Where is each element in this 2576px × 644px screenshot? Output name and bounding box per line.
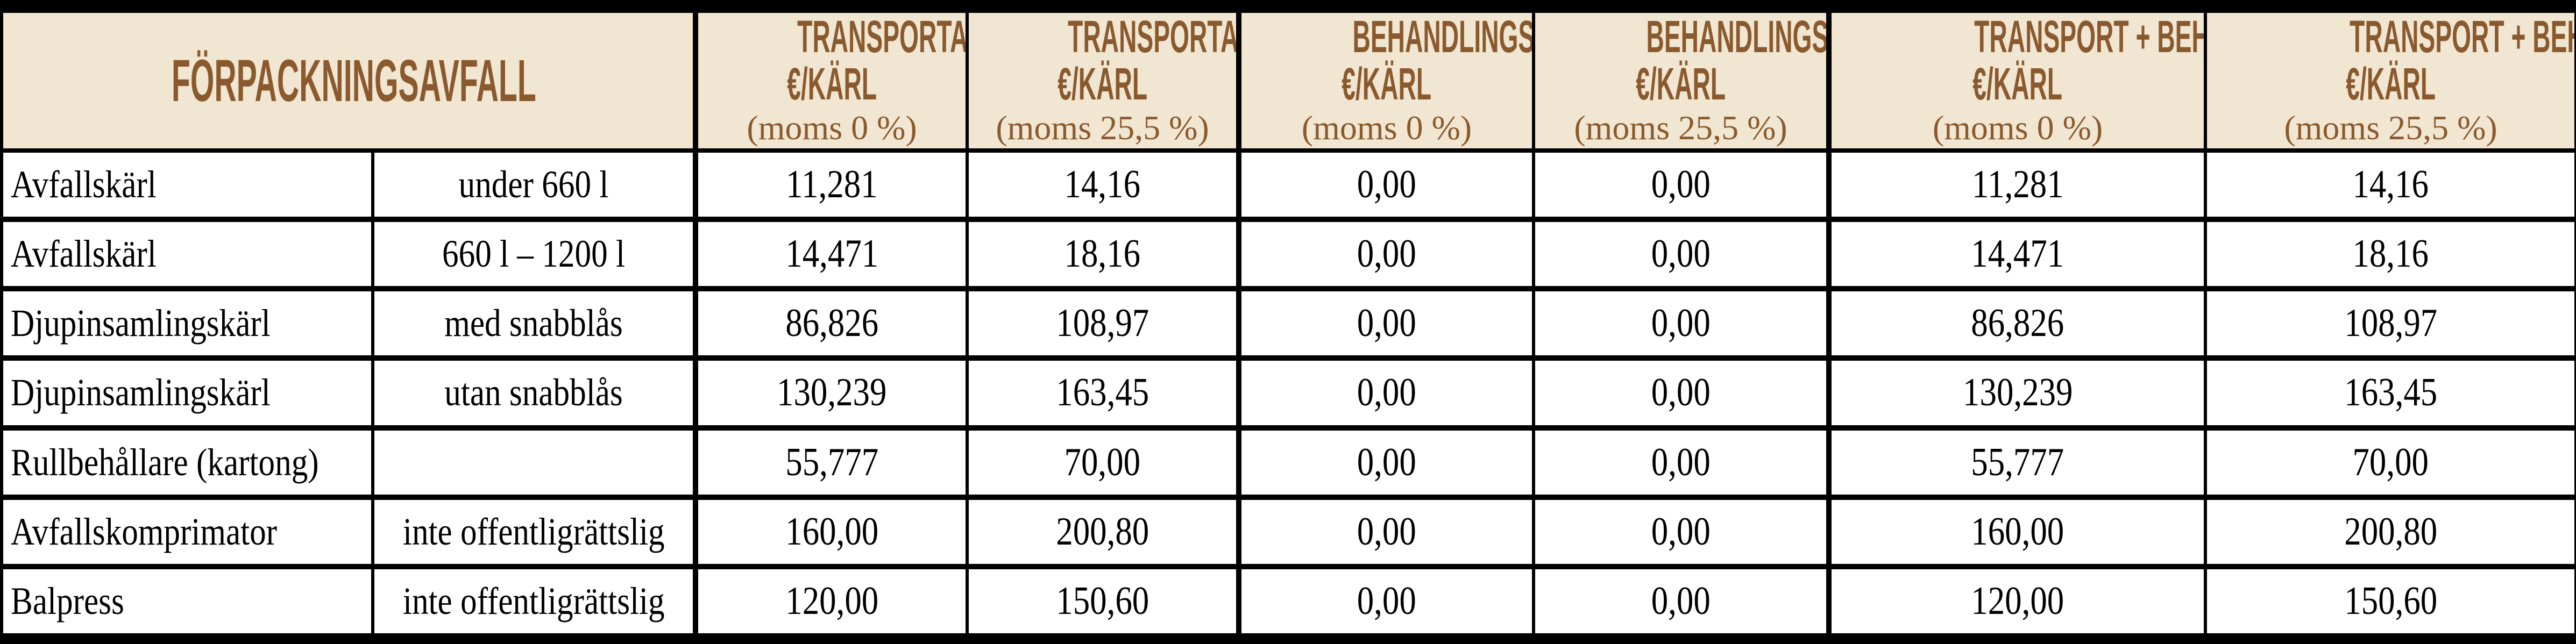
value-cell: 0,00	[1236, 358, 1534, 431]
header-fee-type: BEHANDLINGSAVGIFT	[1352, 11, 1534, 62]
column-header-treatment-0: BEHANDLINGSAVGIFT €/KÄRL (moms 0 %)	[1236, 6, 1534, 153]
row-name-cell: Avfallskärl	[0, 219, 373, 292]
value-cell: 86,826	[1826, 289, 2206, 361]
row-name-cell: Balpress	[0, 566, 373, 642]
value-cell: 14,471	[693, 219, 968, 292]
header-unit: €/KÄRL	[1058, 59, 1147, 109]
header-vat: (moms 25,5 %)	[996, 109, 1209, 147]
value-cell: 0,00	[1236, 151, 1534, 223]
row-spec-cell: utan snabblås	[371, 358, 696, 431]
value-cell: 0,00	[1236, 289, 1534, 361]
row-name-cell: Rullbehållare (kartong)	[0, 427, 373, 500]
column-header-total-0: TRANSPORT + BEHANDLING €/KÄRL (moms 0 %)	[1826, 6, 2206, 153]
table-row: Avfallskärl under 660 l 11,281 14,16 0,0…	[0, 151, 2576, 223]
value-cell: 0,00	[1532, 497, 1829, 569]
value-cell: 200,80	[2204, 497, 2576, 569]
table-row: Rullbehållare (kartong) 55,777 70,00 0,0…	[0, 427, 2576, 500]
header-unit: €/KÄRL	[787, 59, 877, 109]
value-cell: 120,00	[693, 566, 968, 642]
value-cell: 0,00	[1532, 566, 1829, 642]
table-row: Balpress inte offentligrättslig 120,00 1…	[0, 566, 2576, 642]
value-cell: 163,45	[2204, 358, 2576, 431]
value-cell: 86,826	[693, 289, 968, 361]
column-header-transport-0: TRANSPORTAVGIFT €/KÄRL (moms 0 %)	[693, 6, 968, 153]
column-header-treatment-255: BEHANDLINGSAVGIFT €/KÄRL (moms 25,5 %)	[1532, 6, 1829, 153]
value-cell: 55,777	[1826, 427, 2206, 500]
value-cell: 18,16	[2204, 219, 2576, 292]
value-cell: 14,471	[1826, 219, 2206, 292]
value-cell: 0,00	[1532, 358, 1829, 431]
table-title: FÖRPACKNINGSAVFALL	[171, 47, 536, 114]
header-unit: €/KÄRL	[1972, 59, 2063, 109]
header-fee-type: BEHANDLINGSAVGIFT	[1646, 11, 1829, 62]
row-spec-cell: inte offentligrättslig	[371, 497, 696, 569]
value-cell: 120,00	[1826, 566, 2206, 642]
table-row: Avfallskärl 660 l – 1200 l 14,471 18,16 …	[0, 219, 2576, 292]
value-cell: 130,239	[693, 358, 968, 431]
row-name-cell: Djupinsamlingskärl	[0, 358, 373, 431]
value-cell: 150,60	[2204, 566, 2576, 642]
value-cell: 11,281	[693, 151, 968, 223]
column-header-total-255: TRANSPORT + BEHANDLING €/KÄRL (moms 25,5…	[2204, 6, 2576, 153]
value-cell: 70,00	[2204, 427, 2576, 500]
header-fee-type: TRANSPORT + BEHANDLING	[1974, 11, 2205, 62]
value-cell: 55,777	[693, 427, 968, 500]
header-unit: €/KÄRL	[1636, 59, 1726, 109]
header-unit: €/KÄRL	[2346, 59, 2436, 109]
value-cell: 0,00	[1532, 151, 1829, 223]
row-spec-cell: med snabblås	[371, 289, 696, 361]
value-cell: 130,239	[1826, 358, 2206, 431]
value-cell: 0,00	[1236, 497, 1534, 569]
value-cell: 0,00	[1236, 219, 1534, 292]
value-cell: 70,00	[966, 427, 1239, 500]
table-row: Avfallskomprimator inte offentligrättsli…	[0, 497, 2576, 569]
value-cell: 108,97	[2204, 289, 2576, 361]
row-name-cell: Avfallskomprimator	[0, 497, 373, 569]
header-vat: (moms 0 %)	[1301, 109, 1472, 147]
header-vat: (moms 0 %)	[747, 109, 917, 147]
header-fee-type: TRANSPORTAVGIFT	[797, 11, 967, 62]
table-row: Djupinsamlingskärl utan snabblås 130,239…	[0, 358, 2576, 431]
value-cell: 200,80	[966, 497, 1239, 569]
header-vat: (moms 25,5 %)	[2284, 109, 2497, 147]
value-cell: 18,16	[966, 219, 1239, 292]
value-cell: 11,281	[1826, 151, 2206, 223]
value-cell: 0,00	[1532, 219, 1829, 292]
value-cell: 160,00	[693, 497, 968, 569]
table-title-cell: FÖRPACKNINGSAVFALL	[0, 6, 696, 153]
value-cell: 160,00	[1826, 497, 2206, 569]
row-name-cell: Djupinsamlingskärl	[0, 289, 373, 361]
value-cell: 163,45	[966, 358, 1239, 431]
value-cell: 150,60	[966, 566, 1239, 642]
value-cell: 0,00	[1532, 427, 1829, 500]
row-spec-cell: under 660 l	[371, 151, 696, 223]
row-spec-cell: 660 l – 1200 l	[371, 219, 696, 292]
row-name-cell: Avfallskärl	[0, 151, 373, 223]
header-unit: €/KÄRL	[1342, 59, 1432, 109]
table-row: Djupinsamlingskärl med snabblås 86,826 1…	[0, 289, 2576, 361]
value-cell: 0,00	[1532, 289, 1829, 361]
value-cell: 108,97	[966, 289, 1239, 361]
header-fee-type: TRANSPORTAVGIFT	[1068, 11, 1239, 62]
header-vat: (moms 25,5 %)	[1574, 109, 1787, 147]
header-row: FÖRPACKNINGSAVFALL TRANSPORTAVGIFT €/KÄR…	[0, 6, 2576, 153]
column-header-transport-255: TRANSPORTAVGIFT €/KÄRL (moms 25,5 %)	[966, 6, 1239, 153]
row-spec-cell	[371, 427, 696, 500]
value-cell: 0,00	[1236, 427, 1534, 500]
row-spec-cell: inte offentligrättslig	[371, 566, 696, 642]
value-cell: 0,00	[1236, 566, 1534, 642]
header-fee-type: TRANSPORT + BEHANDLING	[2350, 11, 2576, 62]
header-vat: (moms 0 %)	[1932, 109, 2103, 147]
value-cell: 14,16	[2204, 151, 2576, 223]
value-cell: 14,16	[966, 151, 1239, 223]
